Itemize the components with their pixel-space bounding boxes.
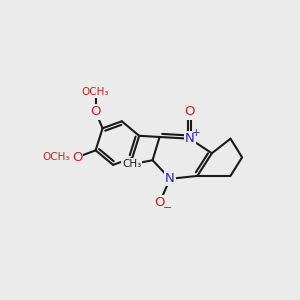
Text: O: O <box>184 106 195 118</box>
Text: O: O <box>154 196 165 209</box>
Text: O: O <box>90 106 101 118</box>
Text: O: O <box>72 151 82 164</box>
Text: −: − <box>162 203 172 214</box>
Text: OCH₃: OCH₃ <box>82 87 110 97</box>
Text: OCH₃: OCH₃ <box>42 152 70 162</box>
Text: +: + <box>193 128 201 138</box>
Text: N: N <box>185 132 195 145</box>
Text: CH₃: CH₃ <box>122 159 141 169</box>
Text: N: N <box>165 172 175 185</box>
